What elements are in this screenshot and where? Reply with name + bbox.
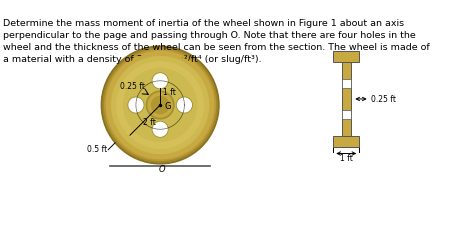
Text: 0.25 ft: 0.25 ft: [120, 82, 145, 90]
Bar: [342, 80, 351, 88]
Circle shape: [177, 99, 191, 112]
Circle shape: [152, 74, 168, 89]
Circle shape: [129, 99, 143, 112]
Circle shape: [101, 47, 219, 164]
Circle shape: [148, 94, 172, 118]
Circle shape: [107, 52, 214, 159]
Circle shape: [177, 98, 192, 113]
Text: Determine the mass moment of inertia of the wheel shown in Figure 1 about an axi: Determine the mass moment of inertia of …: [3, 18, 430, 64]
Circle shape: [108, 54, 212, 157]
Text: G: G: [164, 101, 171, 110]
Circle shape: [105, 50, 216, 161]
Circle shape: [128, 98, 144, 113]
Bar: [333, 52, 359, 62]
Text: 0.25 ft: 0.25 ft: [372, 95, 396, 104]
Bar: [333, 137, 359, 147]
Text: O: O: [159, 164, 165, 173]
Bar: [342, 62, 351, 137]
Text: 2 ft: 2 ft: [143, 118, 156, 127]
Circle shape: [146, 92, 174, 120]
Bar: [342, 111, 351, 120]
Circle shape: [103, 49, 217, 162]
Text: 1 ft: 1 ft: [163, 88, 176, 97]
Circle shape: [124, 70, 197, 142]
Circle shape: [108, 54, 212, 157]
Circle shape: [152, 122, 168, 138]
Circle shape: [117, 62, 203, 149]
Circle shape: [112, 57, 209, 154]
Circle shape: [153, 123, 167, 137]
Text: 0.5 ft: 0.5 ft: [87, 144, 108, 153]
Text: 1 ft: 1 ft: [340, 153, 353, 162]
Circle shape: [153, 74, 167, 88]
Circle shape: [152, 97, 169, 114]
